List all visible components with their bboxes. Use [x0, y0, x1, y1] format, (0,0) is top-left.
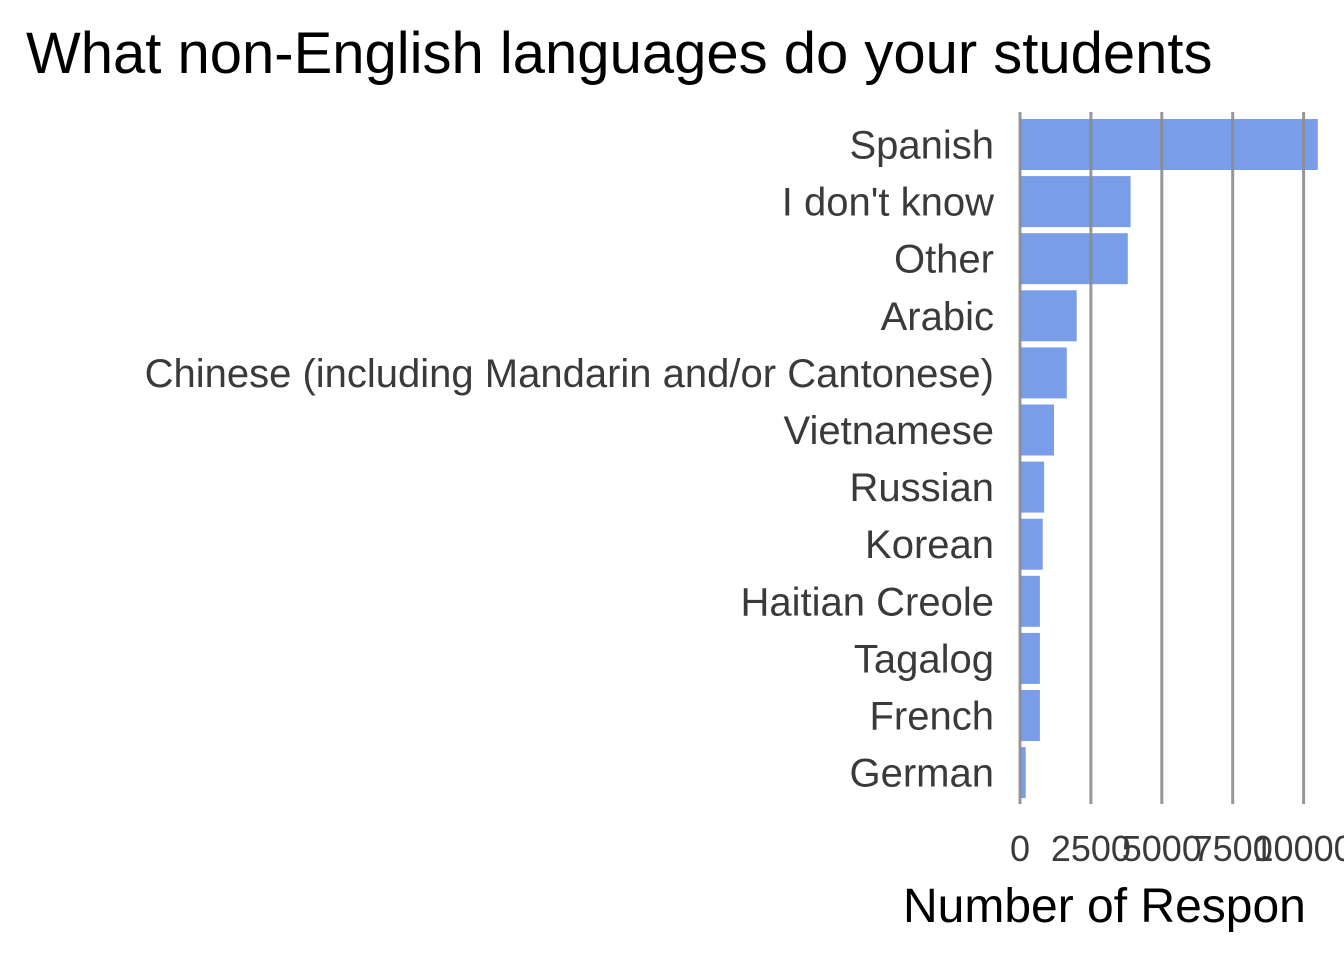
bar-9 [1020, 632, 1040, 684]
category-label-0: Spanish [849, 124, 994, 168]
bar-10 [1020, 690, 1040, 741]
bar-0 [1020, 119, 1318, 170]
category-label-4: Chinese (including Mandarin and/or Canto… [145, 352, 994, 396]
category-label-10: French [870, 695, 995, 739]
bars [1020, 119, 1318, 799]
gridlines [1018, 112, 1306, 804]
category-label-1: I don't know [782, 181, 994, 225]
chart-title: What non-English languages do your stude… [26, 21, 1213, 86]
category-label-5: Vietnamese [783, 409, 994, 453]
x-tick-label-1: 2500 [1051, 828, 1131, 869]
x-tick-label-3: 7500 [1193, 828, 1273, 869]
category-label-11: German [850, 752, 995, 796]
category-labels: Spanish I don't know Other Arabic Chinese (i… [145, 124, 995, 796]
bar-7 [1020, 518, 1043, 570]
bar-1 [1020, 176, 1131, 228]
bar-4 [1020, 347, 1067, 399]
category-label-7: Korean [865, 523, 994, 567]
bar-11 [1020, 747, 1026, 799]
category-label-8: Haitian Creole [741, 580, 994, 624]
x-tick-label-4: 10000 [1254, 828, 1344, 869]
bar-2 [1020, 233, 1128, 285]
category-label-6: Russian [849, 466, 994, 510]
x-tick-label-0: 0 [1010, 828, 1030, 869]
category-label-9: Tagalog [854, 637, 994, 681]
category-label-3: Arabic [881, 295, 994, 339]
category-label-2: Other [894, 238, 994, 282]
x-axis-title: Number of Respon [903, 880, 1306, 933]
bar-5 [1020, 404, 1054, 456]
bar-6 [1020, 461, 1045, 513]
bar-3 [1020, 290, 1077, 342]
x-tick-label-2: 5000 [1122, 828, 1202, 869]
bar-8 [1020, 575, 1040, 627]
